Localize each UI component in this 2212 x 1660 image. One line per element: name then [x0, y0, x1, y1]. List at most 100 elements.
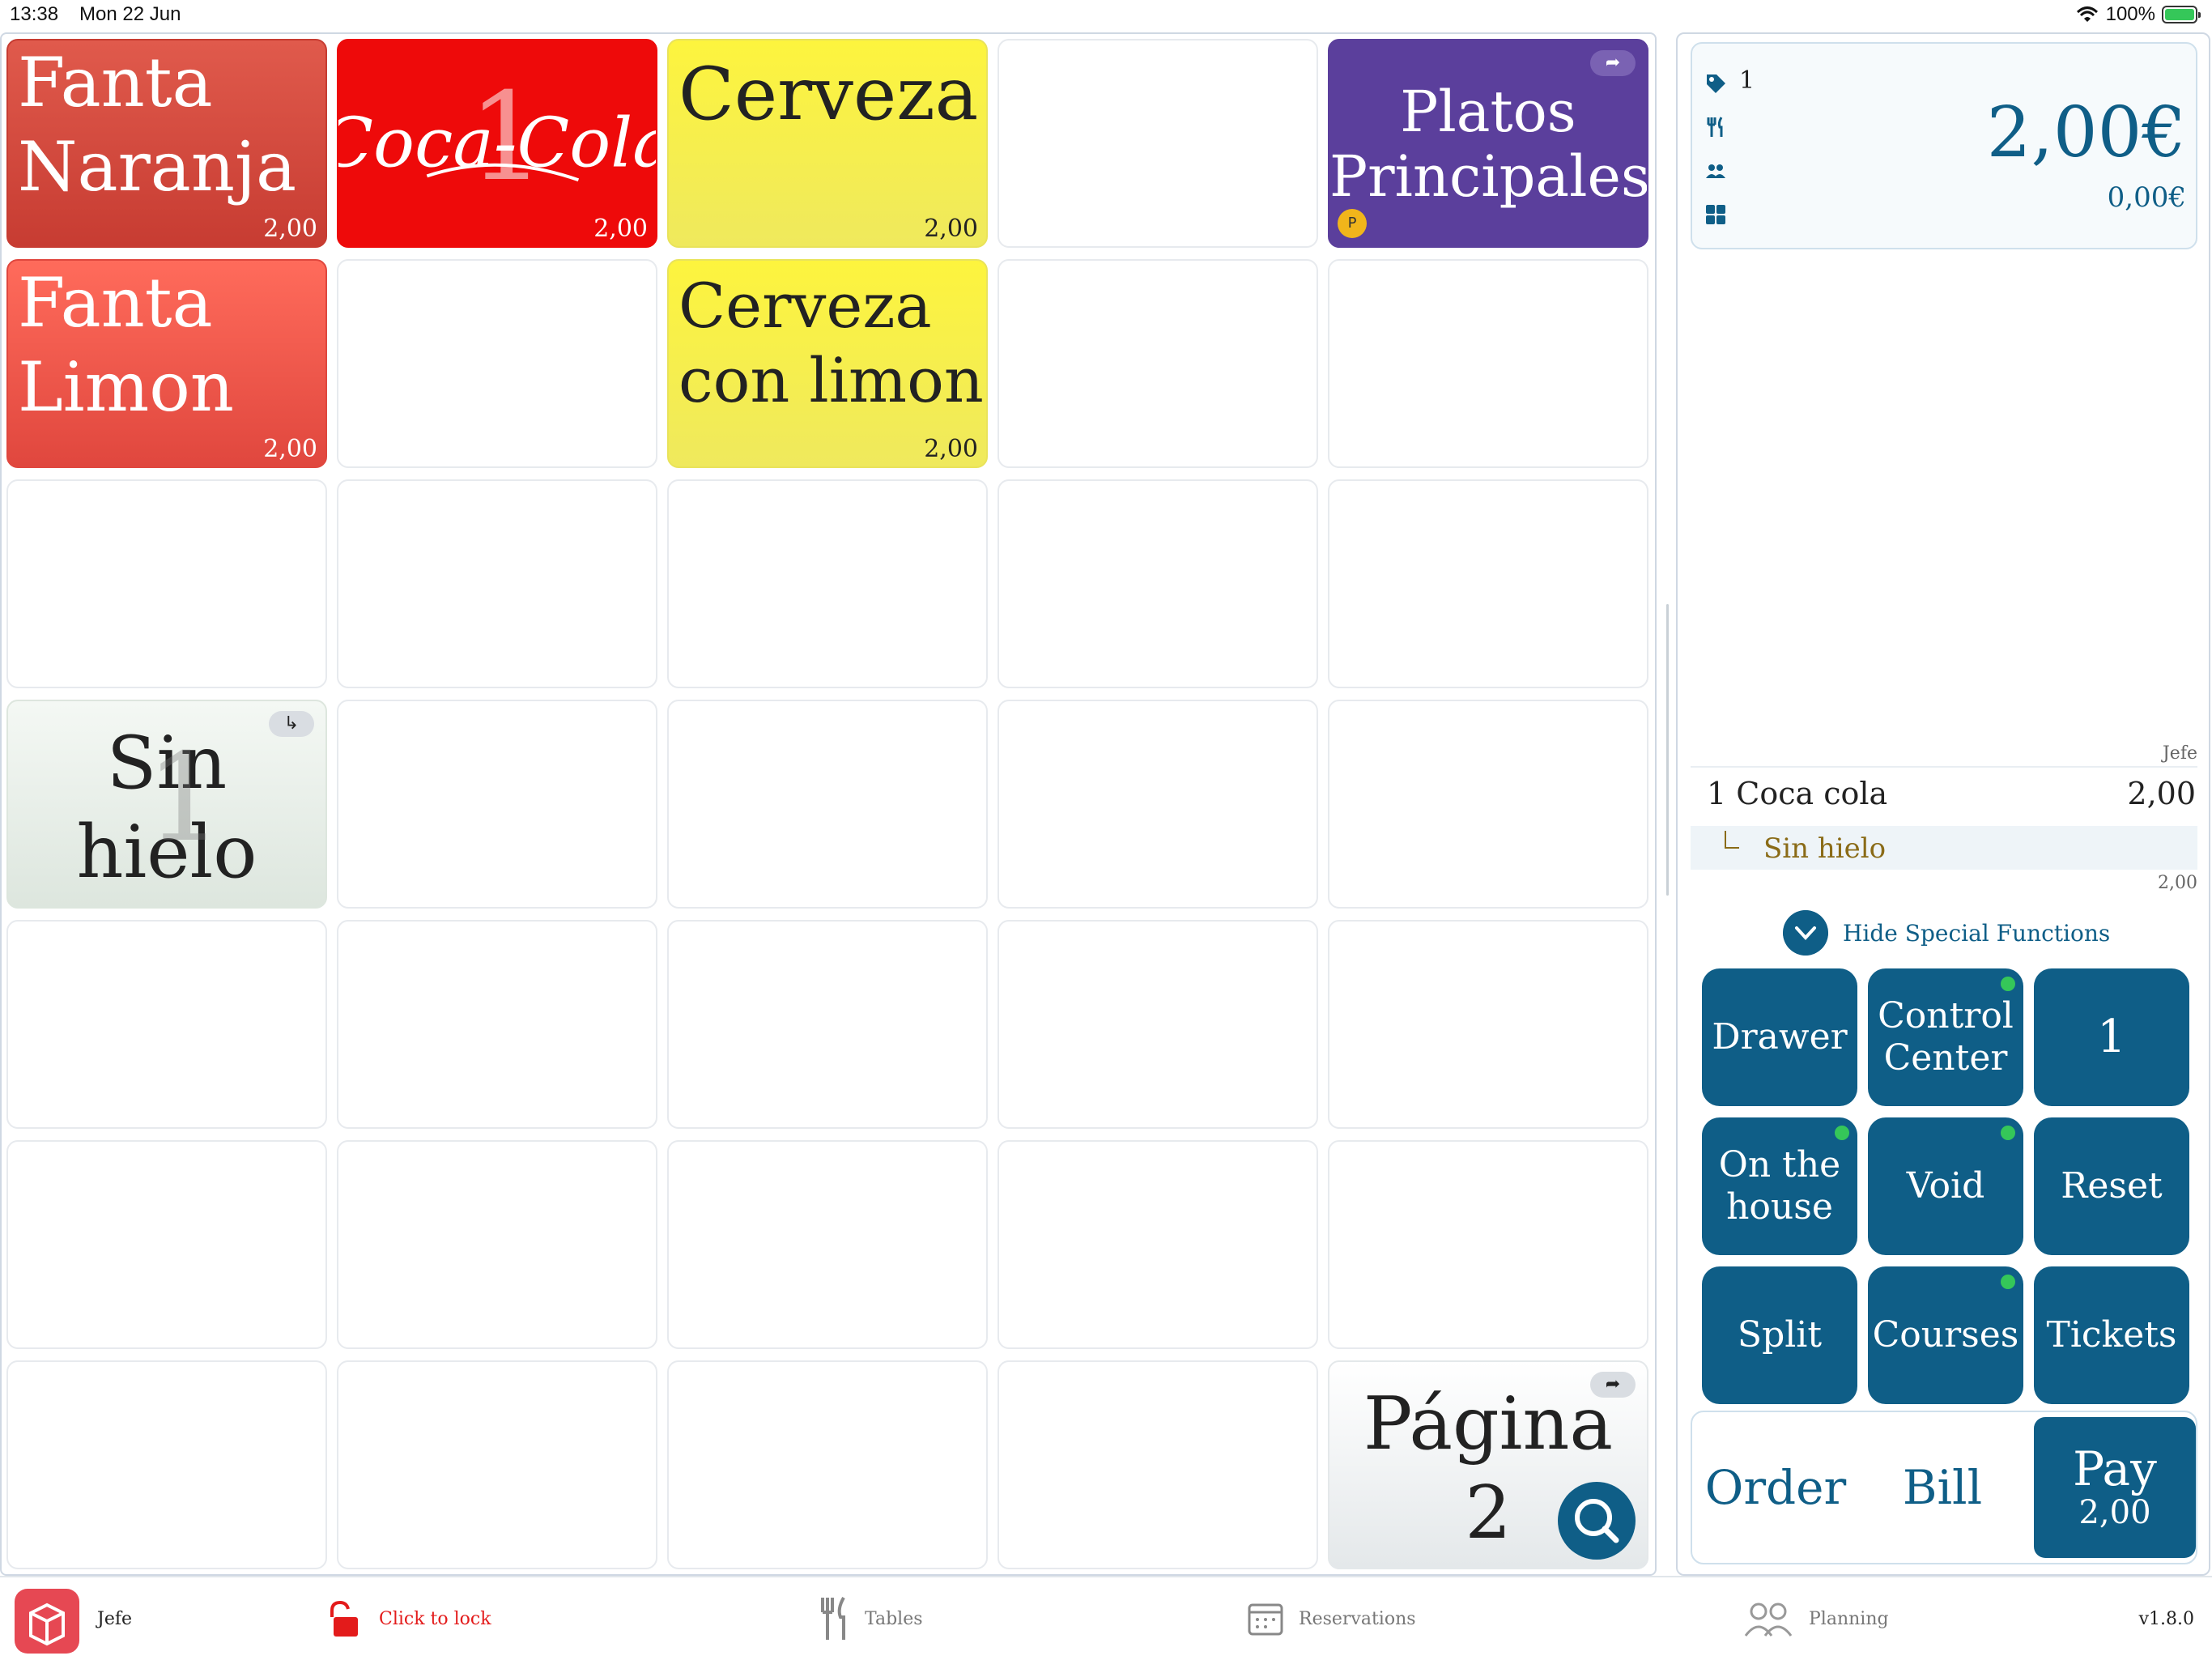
order-panel: 1 2,00€ 0,00€ Jefe 1 Coca cola 2,00 Sin …: [1676, 32, 2210, 1576]
battery-percent: 100%: [2105, 3, 2155, 25]
current-user: Jefe: [97, 1608, 133, 1629]
empty-tile: [337, 1360, 657, 1569]
empty-tile: [6, 479, 327, 688]
people-icon: [1744, 1603, 1793, 1637]
tile-fanta-limon[interactable]: Fanta Limon 2,00: [6, 259, 327, 468]
button-label: Void: [1906, 1165, 1985, 1207]
bottom-tab-bar: Jefe Click to lock Tables Reservations: [0, 1576, 2212, 1660]
button-label: Control Center: [1878, 995, 2014, 1079]
lock-label: Click to lock: [379, 1608, 491, 1629]
unlock-icon: [330, 1600, 358, 1637]
empty-tile: [337, 259, 657, 468]
ticket-number: 1: [1739, 66, 1755, 95]
server-name: Jefe: [2162, 743, 2197, 764]
panel-divider-handle[interactable]: [1666, 604, 1669, 896]
split-button[interactable]: Split: [1702, 1266, 1857, 1404]
empty-tile: [998, 259, 1318, 468]
status-dot: [2001, 1126, 2015, 1140]
item-amount: 2,00: [2127, 776, 2196, 811]
coca-cola-logo: Coca‑Cola: [338, 103, 656, 183]
battery-icon: [2162, 6, 2201, 23]
forward-icon: ➦: [1590, 1372, 1636, 1398]
empty-tile: [998, 39, 1318, 248]
tab-tables[interactable]: Tables: [818, 1577, 923, 1660]
status-time: 13:38: [10, 3, 59, 25]
empty-tile: [998, 1360, 1318, 1569]
tile-price: 2,00: [263, 435, 317, 463]
tickets-button[interactable]: Tickets: [2034, 1266, 2189, 1404]
app-version: v1.8.0: [2138, 1608, 2194, 1629]
pay-button[interactable]: Pay 2,00: [2034, 1417, 2196, 1558]
empty-tile: [998, 479, 1318, 688]
tile-pagina-2[interactable]: ➦ Página 2: [1328, 1360, 1648, 1569]
empty-tile: [998, 1140, 1318, 1349]
tab-reservations[interactable]: Reservations: [1247, 1577, 1416, 1660]
pay-amount: 2,00: [2078, 1494, 2151, 1531]
button-label: Split: [1737, 1314, 1823, 1356]
button-label: Bill: [1902, 1460, 1983, 1515]
button-label: Tickets: [2046, 1314, 2177, 1356]
svg-text:Coca‑Cola: Coca‑Cola: [338, 103, 656, 183]
cutlery-icon: [1707, 117, 1723, 137]
tab-planning[interactable]: Planning: [1742, 1577, 1889, 1660]
tile-sin-hielo[interactable]: ↳ Sin hielo 1: [6, 700, 327, 909]
modifier-text: Sin hielo: [1763, 832, 1887, 865]
button-label: On the house: [1718, 1144, 1841, 1228]
empty-tile: [6, 1360, 327, 1569]
tile-cerveza[interactable]: Cerveza 2,00: [667, 39, 988, 248]
tile-coca-cola[interactable]: Coca‑Cola 1 2,00: [337, 39, 657, 248]
tag-icon: [1707, 74, 1725, 93]
guests-icon: [1706, 164, 1725, 178]
empty-tile: [998, 920, 1318, 1129]
quantity-button[interactable]: 1: [2034, 968, 2189, 1106]
control-center-button[interactable]: Control Center: [1868, 968, 2023, 1106]
item-qty-name: 1 Coca cola: [1707, 776, 1888, 811]
empty-tile: [667, 479, 988, 688]
tab-label: Tables: [865, 1608, 923, 1629]
void-button[interactable]: Void: [1868, 1117, 2023, 1255]
calendar-icon: [1248, 1603, 1283, 1636]
item-line-total: 2,00: [2158, 873, 2197, 893]
tile-name: Cerveza con limon: [678, 270, 984, 416]
tile-platos-principales[interactable]: ➦ Platos Principales P: [1328, 39, 1648, 248]
empty-tile: [337, 1140, 657, 1349]
empty-tile: [6, 920, 327, 1129]
tile-count-badge: 1: [146, 728, 223, 869]
button-label: Order: [1704, 1460, 1847, 1515]
status-dot: [2001, 1275, 2015, 1289]
on-the-house-button[interactable]: On the house: [1702, 1117, 1857, 1255]
tile-cerveza-con-limon[interactable]: Cerveza con limon 2,00: [667, 259, 988, 468]
order-line-modifier[interactable]: Sin hielo: [1691, 826, 2197, 870]
tab-label: Reservations: [1299, 1608, 1416, 1629]
tile-price: 2,00: [924, 215, 978, 243]
forward-icon: ➦: [1590, 50, 1636, 76]
button-label: Pay: [2073, 1441, 2157, 1496]
order-line-item[interactable]: 1 Coca cola 2,00: [1691, 766, 2197, 813]
button-label: Drawer: [1712, 1016, 1848, 1058]
wifi-icon: [2076, 6, 2098, 22]
status-dot: [2001, 977, 2015, 991]
tile-name: Fanta Naranja: [18, 43, 297, 206]
order-button[interactable]: Order: [1692, 1412, 1859, 1563]
empty-tile: [6, 1140, 327, 1349]
search-button[interactable]: [1558, 1482, 1636, 1560]
tab-label: Planning: [1809, 1608, 1889, 1629]
reset-button[interactable]: Reset: [2034, 1117, 2189, 1255]
empty-tile: [1328, 1140, 1648, 1349]
tile-p-badge: P: [1338, 209, 1367, 238]
tile-name: Sin hielo: [76, 721, 257, 895]
bill-button[interactable]: Bill: [1859, 1412, 2026, 1563]
empty-tile: [667, 1140, 988, 1349]
order-totals-card[interactable]: 1 2,00€ 0,00€: [1691, 42, 2197, 249]
courses-button[interactable]: Courses: [1868, 1266, 2023, 1404]
empty-tile: [337, 700, 657, 909]
app-logo-icon[interactable]: [15, 1589, 79, 1654]
lock-button[interactable]: Click to lock: [322, 1577, 491, 1660]
tile-fanta-naranja[interactable]: Fanta Naranja 2,00: [6, 39, 327, 248]
hide-special-functions-toggle[interactable]: Hide Special Functions: [1783, 910, 2110, 956]
modifier-return-icon: ↳: [269, 711, 314, 737]
drawer-button[interactable]: Drawer: [1702, 968, 1857, 1106]
checkout-bar: Order Bill Pay 2,00: [1691, 1411, 2197, 1564]
empty-tile: [337, 920, 657, 1129]
table-grid-icon: [1706, 205, 1725, 224]
